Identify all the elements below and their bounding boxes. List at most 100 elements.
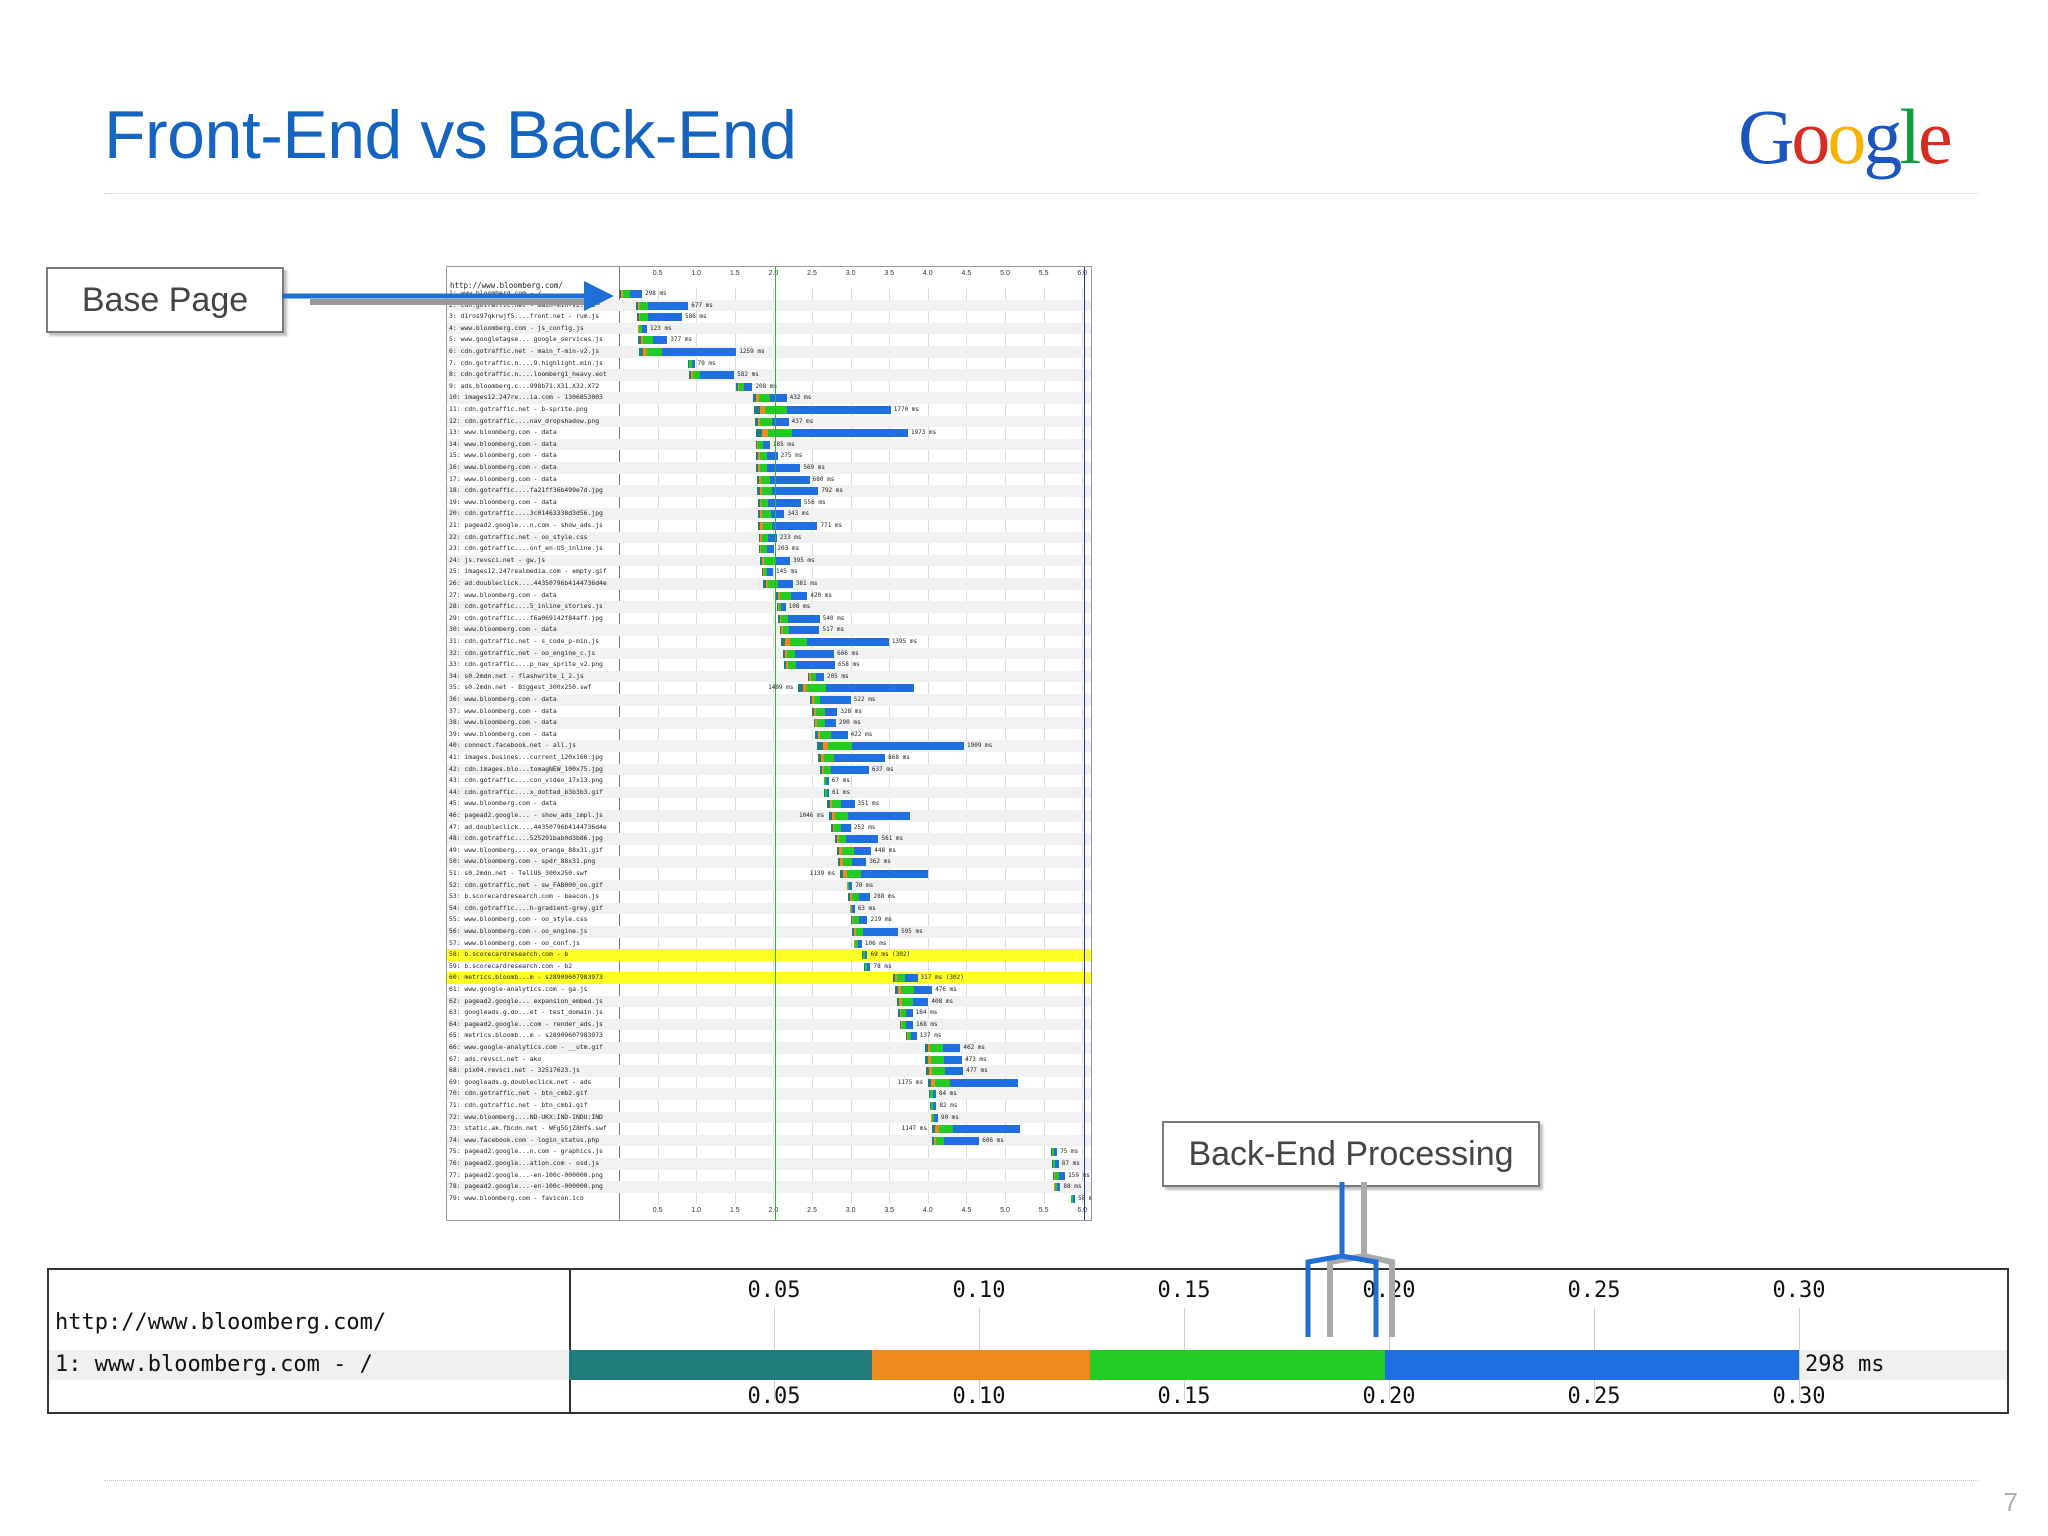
waterfall-bar-segment <box>863 928 899 936</box>
waterfall-bar-ms: 88 ms <box>1063 1183 1082 1191</box>
waterfall-bar-segment <box>944 1067 964 1076</box>
waterfall-row-label: 69: googleads.g.doubleclick.net - ads <box>449 1077 592 1086</box>
waterfall-url: http://www.bloomberg.com/ <box>450 281 563 290</box>
waterfall-bar-segment <box>785 638 790 646</box>
waterfall-bar-segment <box>839 870 844 878</box>
waterfall-row-label: 73: static.ak.fbcdn.net - WFg5GjZ8Hfs.sw… <box>449 1124 607 1133</box>
waterfall-bar-segment <box>851 893 860 902</box>
waterfall-bar-segment <box>779 614 782 623</box>
waterfall-bar-segment <box>761 475 770 484</box>
waterfall-row: 7: cdn.gotraffic.n....9.highlight.min.js… <box>447 358 1091 370</box>
waterfall-bar <box>850 916 868 925</box>
waterfall-tick-label: 2.5 <box>807 1207 817 1215</box>
waterfall-bar-segment <box>630 290 642 298</box>
waterfall-row-label: 74: www.facebook.com - login_status.php <box>449 1135 600 1144</box>
waterfall-bar-segment <box>839 846 843 855</box>
waterfall-row-label: 70: cdn.gotraffic.net - btn_cmb2.gif <box>449 1089 588 1098</box>
waterfall-row: 8: cdn.gotraffic.n....loomberg1_heavy.eo… <box>447 369 1091 381</box>
waterfall-bar-segment <box>1053 1160 1056 1168</box>
waterfall-bar-segment <box>757 522 761 530</box>
waterfall-bar-segment <box>841 823 851 832</box>
waterfall-bar <box>927 1078 1019 1087</box>
waterfall-bar-segment <box>813 696 821 704</box>
waterfall-bar-segment <box>931 1102 934 1110</box>
waterfall-bar-segment <box>794 649 835 658</box>
waterfall-bar-segment <box>636 313 639 322</box>
waterfall-bar-segment <box>758 452 760 461</box>
detail-tick-label: 0.30 <box>1772 1278 1826 1303</box>
waterfall-bar <box>638 336 668 345</box>
waterfall-row-label: 34: s0.2mdn.net - flashwrite_1_2.js <box>449 671 584 680</box>
waterfall-bar-segment <box>1054 1148 1058 1157</box>
waterfall-row-label: 43: cdn.gotraffic....con_video_17x13.png <box>449 776 603 785</box>
waterfall-bar-ms: 556 ms <box>803 498 826 506</box>
waterfall-bar <box>757 522 818 530</box>
waterfall-row-label: 68: pix04.revsci.net - 32517623.js <box>449 1066 580 1075</box>
waterfall-bar-segment <box>619 290 621 298</box>
waterfall-bar-segment <box>900 1009 906 1018</box>
waterfall-bar-segment <box>779 626 782 635</box>
waterfall-bar-ms: 106 ms <box>864 939 887 947</box>
waterfall-bar-segment <box>762 487 772 496</box>
waterfall-tick-label: 2.0 <box>768 270 779 277</box>
waterfall-row: 5: www.googletagse... google_services.js… <box>447 334 1091 346</box>
waterfall-row: 66: www.google-analytics.com - __utm.gif… <box>447 1042 1091 1054</box>
waterfall-row-label: 10: images12.247re...ia.com - 1306853003 <box>449 393 603 402</box>
waterfall-row-label: 20: cdn.gotraffic....3c01463338d3d56.jpg <box>449 509 603 518</box>
waterfall-bar-ms: 252 ms <box>853 823 876 831</box>
waterfall-bar <box>896 997 929 1006</box>
waterfall-row: 62: pagead2.google... expansion_embed.js… <box>447 995 1091 1008</box>
waterfall-bar <box>839 870 928 878</box>
waterfall-row-label: 27: www.bloomberg.com - data <box>449 590 557 599</box>
waterfall-row: 15: www.bloomberg.com - data 275 ms <box>447 450 1091 462</box>
detail-tick-label: 0.05 <box>747 1384 801 1409</box>
waterfall-bar-segment <box>738 382 745 391</box>
detail-divider <box>569 1270 571 1412</box>
waterfall-tick-label: 1.0 <box>691 1207 702 1215</box>
waterfall-bar <box>926 1067 964 1076</box>
waterfall-row-label: 29: cdn.gotraffic....f6a069142f84aff.jpg <box>449 613 603 622</box>
waterfall-row: 74: www.facebook.com - login_status.php 6… <box>447 1134 1091 1147</box>
waterfall-bar-segment <box>828 742 852 751</box>
waterfall-bar <box>848 893 871 902</box>
logo-letter: o <box>1827 93 1866 180</box>
waterfall-bar-segment <box>771 487 819 496</box>
waterfall-bar <box>619 290 642 298</box>
waterfall-bar-segment <box>781 614 788 623</box>
waterfall-bar-segment <box>640 336 643 345</box>
waterfall-bar-ms: 420 ms <box>810 591 833 599</box>
waterfall-bar-ms: 159 ms <box>1068 1171 1090 1179</box>
waterfall-bar-segment <box>767 568 773 577</box>
waterfall-bar-segment <box>840 858 843 867</box>
waterfall-bar-segment <box>934 1136 937 1145</box>
waterfall-bar-segment <box>759 487 763 496</box>
waterfall-bar-segment <box>949 1078 1019 1087</box>
waterfall-row: 45: www.bloomberg.com - data 351 ms <box>447 798 1091 810</box>
waterfall-bar-ms: 343 ms <box>787 510 810 518</box>
waterfall-bar <box>932 1136 980 1145</box>
waterfall-bar-segment <box>823 765 832 774</box>
waterfall-bar-segment <box>802 684 808 693</box>
waterfall-bar-segment <box>938 1125 953 1134</box>
waterfall-bar <box>784 661 835 670</box>
waterfall-row-label: 51: s0.2mdn.net - TellUS_300x250.swf <box>449 869 588 877</box>
waterfall-row: 19: www.bloomberg.com - data 556 ms <box>447 497 1091 509</box>
waterfall-bar <box>1070 1194 1076 1203</box>
waterfall-bar <box>763 580 793 588</box>
waterfall-bar-segment <box>759 498 762 507</box>
detail-tick-label: 0.25 <box>1567 1384 1621 1409</box>
waterfall-row-label: 16: www.bloomberg.com - data <box>449 463 557 471</box>
waterfall-bar-segment <box>821 765 824 774</box>
waterfall-bar-segment <box>828 812 833 820</box>
waterfall-row: 48: cdn.gotraffic....525291bab0d3b86.jpg… <box>447 833 1091 845</box>
waterfall-row: 26: ad.doubleclick....44350796b4144736d4… <box>447 578 1091 590</box>
waterfall-bar-segment <box>952 1125 1021 1134</box>
waterfall-row: 52: cdn.gotraffic.net - sw_FAB000_oo.gif… <box>447 879 1091 892</box>
waterfall-bar-segment <box>744 382 753 391</box>
waterfall-bar-ms: 82 ms <box>939 1102 958 1109</box>
waterfall-bar-segment <box>905 974 918 983</box>
waterfall-bar-segment <box>934 1113 938 1122</box>
waterfall-bar-segment <box>813 719 816 728</box>
waterfall-bar <box>774 591 808 600</box>
waterfall-bar-ms: 298 ms <box>645 290 667 297</box>
